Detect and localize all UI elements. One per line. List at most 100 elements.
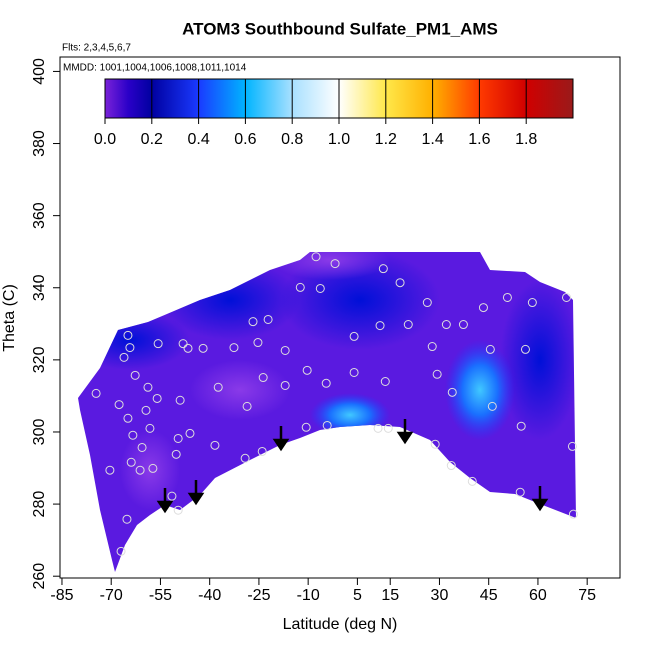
colorbar-tick-label: 1.0 — [328, 131, 350, 148]
observation-point — [91, 388, 101, 398]
observation-point — [430, 439, 440, 449]
observation-point — [145, 423, 155, 433]
observation-point — [403, 320, 413, 330]
observation-point — [516, 421, 526, 431]
colorbar-tick-label: 1.4 — [421, 131, 443, 148]
observation-point — [173, 433, 183, 443]
observation-point — [123, 413, 133, 423]
observation-point — [502, 292, 512, 302]
colorbar-tick-label: 1.2 — [375, 131, 397, 148]
plot-frame — [59, 56, 621, 579]
observation-point — [126, 457, 136, 467]
field-patch — [270, 252, 390, 280]
observation-point — [515, 487, 525, 497]
observation-point — [130, 370, 140, 380]
observation-point — [153, 339, 163, 349]
observation-point — [446, 461, 456, 471]
observation-point — [458, 320, 468, 330]
observation-point — [561, 292, 571, 302]
x-tick-label: 30 — [431, 587, 449, 604]
observation-point — [119, 352, 129, 362]
observation-point — [105, 465, 115, 475]
y-tick-label: 320 — [31, 346, 48, 373]
observation-point — [295, 282, 305, 292]
observation-point — [171, 449, 181, 459]
x-axis-label: Latitude (deg N) — [283, 616, 398, 633]
observation-point — [395, 278, 405, 288]
observation-point — [143, 382, 153, 392]
observation-point — [520, 344, 530, 354]
arrow-head — [187, 492, 205, 506]
y-tick-label: 400 — [31, 58, 48, 85]
field-patch — [120, 430, 180, 510]
x-tick-label: 75 — [578, 587, 596, 604]
field-patch — [500, 280, 576, 440]
annotation: MMDD: 1001,1004,1006,1008,1011,1014 — [63, 63, 247, 74]
observation-point — [135, 465, 145, 475]
observation-point — [141, 405, 151, 415]
observation-point — [148, 463, 158, 473]
observation-point — [280, 380, 290, 390]
observation-point — [258, 373, 268, 383]
observation-point — [478, 303, 488, 313]
arrow-head — [272, 438, 290, 452]
observation-point — [349, 367, 359, 377]
observation-point — [198, 343, 208, 353]
colorbar-tick-label: 0.6 — [234, 131, 256, 148]
observation-point — [167, 491, 177, 501]
observation-point — [229, 343, 239, 353]
observation-point — [383, 423, 393, 433]
colorbar-tick-label: 1.6 — [468, 131, 490, 148]
observation-point — [173, 505, 183, 515]
observations — [91, 252, 578, 556]
arrow-head — [531, 498, 549, 512]
y-tick-label: 260 — [31, 563, 48, 590]
observation-point — [248, 317, 258, 327]
x-tick-label: -25 — [247, 587, 270, 604]
observation-point — [380, 376, 390, 386]
field-patch — [445, 340, 515, 440]
colorbar-tick-label: 0.2 — [141, 131, 163, 148]
observation-point — [137, 442, 147, 452]
observation-point — [122, 514, 132, 524]
observation-point — [280, 345, 290, 355]
y-tick-label: 380 — [31, 130, 48, 157]
observation-point — [263, 314, 273, 324]
arrows — [156, 419, 549, 514]
y-tick-label: 300 — [31, 419, 48, 446]
x-tick-label: -55 — [149, 587, 172, 604]
observation-point — [152, 393, 162, 403]
observation-point — [240, 453, 250, 463]
observation-point — [441, 320, 451, 330]
colorbar-tick-label: 0.0 — [94, 131, 116, 148]
observation-point — [185, 428, 195, 438]
observation-point — [311, 252, 321, 262]
observation-point — [301, 422, 311, 432]
observation-point — [322, 420, 332, 430]
observation-point — [375, 321, 385, 331]
x-tick-label: 45 — [480, 587, 498, 604]
observation-point — [123, 330, 133, 340]
chart-title: ATOM3 Southbound Sulfate_PM1_AMS — [182, 19, 498, 38]
observation-point — [527, 298, 537, 308]
y-tick-label: 340 — [31, 274, 48, 301]
colorbar-tick-label: 0.4 — [187, 131, 209, 148]
observation-point — [427, 342, 437, 352]
field-patch — [190, 360, 290, 420]
observation-point — [114, 400, 124, 410]
observation-point — [567, 441, 577, 451]
observation-point — [125, 343, 135, 353]
observation-point — [467, 476, 477, 486]
x-tick-label: -85 — [50, 587, 73, 604]
observation-point — [422, 298, 432, 308]
observation-point — [432, 369, 442, 379]
observation-point — [253, 338, 263, 348]
observation-point — [210, 440, 220, 450]
observation-point — [330, 259, 340, 269]
observation-point — [487, 401, 497, 411]
observation-point — [485, 344, 495, 354]
colorbar-tick-label: 0.8 — [281, 131, 303, 148]
observation-point — [349, 331, 359, 341]
x-tick-label: -10 — [297, 587, 320, 604]
